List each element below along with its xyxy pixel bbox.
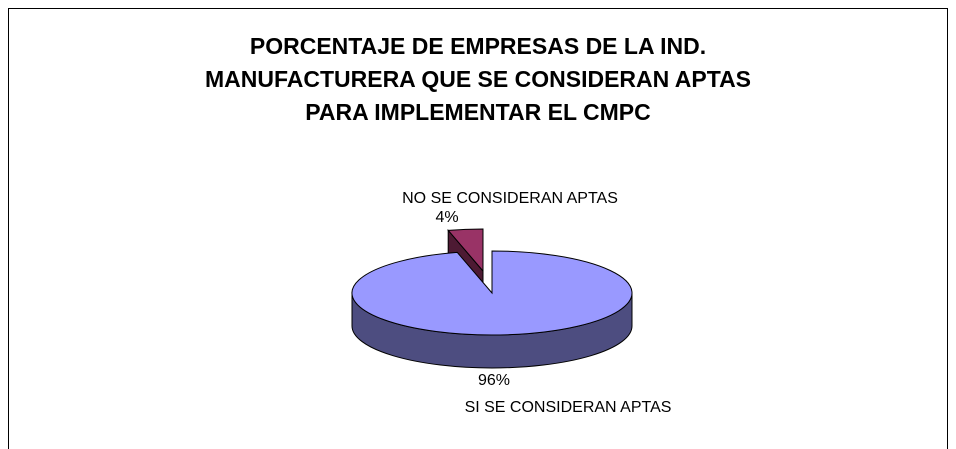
chart-title: PARA IMPLEMENTAR EL CMPC — [305, 99, 650, 125]
category-label: NO SE CONSIDERAN APTAS — [402, 190, 618, 207]
chart-title: PORCENTAJE DE EMPRESAS DE LA IND. — [250, 33, 706, 59]
slice — [351, 250, 633, 336]
data-label: 96% — [478, 372, 510, 389]
data-label: 4% — [435, 209, 458, 226]
chart-title: MANUFACTURERA QUE SE CONSIDERAN APTAS — [205, 66, 751, 92]
slice — [447, 228, 484, 273]
chart-frame — [8, 8, 948, 449]
category-label: SI SE CONSIDERAN APTAS — [465, 399, 672, 416]
